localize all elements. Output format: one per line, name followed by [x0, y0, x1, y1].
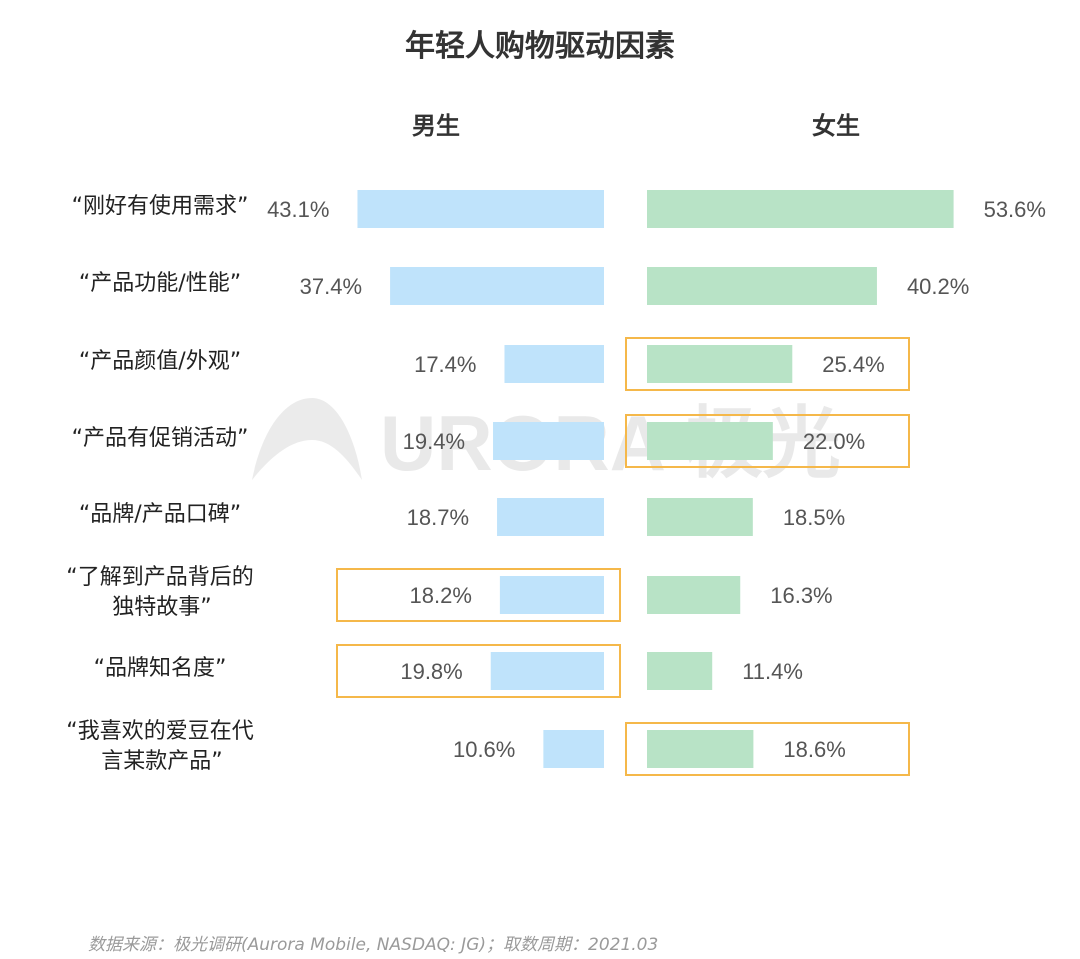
- bar-female: [647, 652, 713, 690]
- value-labels: 43.1% 53.6% 37.4% 40.2% 17.4% 25.4% 19.4% 22.0%…: [267, 197, 1046, 762]
- category-label: “品牌/产品口碑”: [79, 502, 241, 527]
- value-label-female: 11.4%: [742, 659, 803, 684]
- group-label-male: 男生: [412, 112, 460, 140]
- chart-title: 年轻人购物驱动因素: [405, 29, 675, 64]
- bar-female: [647, 267, 877, 305]
- bar-male: [497, 498, 604, 536]
- female-bars: [647, 190, 954, 768]
- category-label: 言某款产品”: [101, 749, 222, 774]
- highlight-box-female: [625, 337, 910, 391]
- value-label-female: 16.3%: [770, 583, 832, 608]
- bar-female: [647, 345, 793, 383]
- bar-female: [647, 576, 741, 614]
- value-label-male: 43.1%: [267, 197, 329, 222]
- bar-female: [647, 422, 773, 460]
- bar-male: [390, 267, 604, 305]
- watermark-logo-icon: [252, 398, 362, 480]
- bar-female: [647, 730, 754, 768]
- highlight-box-male: [336, 644, 621, 698]
- value-label-female: 18.5%: [783, 505, 845, 530]
- bar-male: [543, 730, 604, 768]
- category-label: “我喜欢的爱豆在代: [66, 719, 253, 744]
- source-note: 数据来源：极光调研(Aurora Mobile, NASDAQ: JG)；取数周…: [88, 935, 658, 955]
- value-label-male: 10.6%: [453, 737, 515, 762]
- bar-male: [504, 345, 604, 383]
- value-label-female: 25.4%: [822, 352, 884, 377]
- category-label: 独特故事”: [112, 595, 211, 620]
- bar-male: [493, 422, 604, 460]
- highlight-box-male: [336, 568, 621, 622]
- category-labels: “刚好有使用需求” “产品功能/性能” “产品颜值/外观” “产品有促销活动” “品牌/…: [66, 194, 253, 774]
- value-label-male: 19.8%: [400, 659, 462, 684]
- bar-female: [647, 498, 753, 536]
- value-label-female: 40.2%: [907, 274, 969, 299]
- bar-male: [357, 190, 604, 228]
- bar-male: [490, 652, 604, 690]
- value-label-female: 18.6%: [783, 737, 845, 762]
- value-label-female: 53.6%: [984, 197, 1046, 222]
- highlight-boxes: [336, 337, 910, 776]
- category-label: “了解到产品背后的: [66, 565, 253, 590]
- value-label-male: 19.4%: [403, 429, 465, 454]
- bar-male: [499, 576, 604, 614]
- highlight-box-female: [625, 722, 910, 776]
- group-label-female: 女生: [812, 112, 860, 140]
- value-label-male: 37.4%: [300, 274, 362, 299]
- bar-female: [647, 190, 954, 228]
- highlight-box-female: [625, 414, 910, 468]
- value-label-female: 22.0%: [803, 429, 865, 454]
- value-label-male: 17.4%: [414, 352, 476, 377]
- male-bars: [357, 190, 604, 768]
- value-label-male: 18.7%: [407, 505, 469, 530]
- category-label: “刚好有使用需求”: [72, 194, 249, 219]
- category-label: “产品有促销活动”: [72, 426, 249, 451]
- value-label-male: 18.2%: [410, 583, 472, 608]
- category-label: “产品功能/性能”: [79, 271, 241, 296]
- category-label: “产品颜值/外观”: [79, 349, 241, 374]
- category-label: “品牌知名度”: [94, 656, 227, 681]
